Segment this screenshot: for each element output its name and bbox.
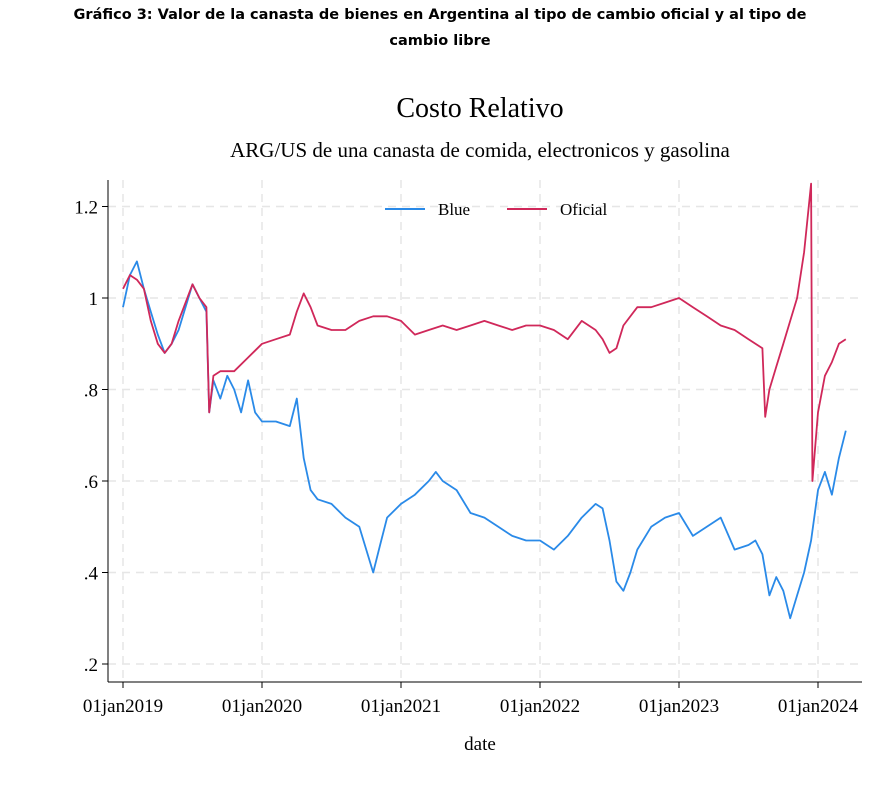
x-tick-label: 01jan2023 xyxy=(639,696,719,717)
series-line-blue xyxy=(122,260,847,620)
y-tick-label: 1 xyxy=(89,289,99,310)
x-tick-label: 01jan2022 xyxy=(500,696,580,717)
y-tick-label: .2 xyxy=(84,655,98,676)
chart-title: Costo Relativo xyxy=(396,93,563,124)
y-tick-label: 1.2 xyxy=(74,198,98,219)
chart-subtitle: ARG/US de una canasta de comida, electro… xyxy=(230,138,730,162)
x-axis-label: date xyxy=(464,734,496,755)
x-tick-label: 01jan2021 xyxy=(361,696,441,717)
series-line-oficial xyxy=(122,182,847,482)
x-tick-label: 01jan2024 xyxy=(778,696,859,717)
figure-caption: Gráfico 3: Valor de la canasta de bienes… xyxy=(0,2,880,54)
y-tick-label: .8 xyxy=(84,381,98,402)
legend: Blue Oficial xyxy=(385,200,607,219)
caption-line-2: cambio libre xyxy=(389,33,491,49)
legend-label-oficial: Oficial xyxy=(560,200,607,219)
caption-line-1: Gráfico 3: Valor de la canasta de bienes… xyxy=(73,7,807,23)
y-tick-label: .4 xyxy=(84,564,99,585)
x-tick-label: 01jan2020 xyxy=(222,696,302,717)
x-tick-label: 01jan2019 xyxy=(83,696,163,717)
y-tick-label: .6 xyxy=(84,472,98,493)
legend-label-blue: Blue xyxy=(438,200,470,219)
series-lines xyxy=(122,182,847,620)
gridlines xyxy=(108,180,862,682)
axes: .2 .4 .6 .8 1 1.2 01jan2019 01jan2020 01jan2021 0… xyxy=(74,180,862,717)
